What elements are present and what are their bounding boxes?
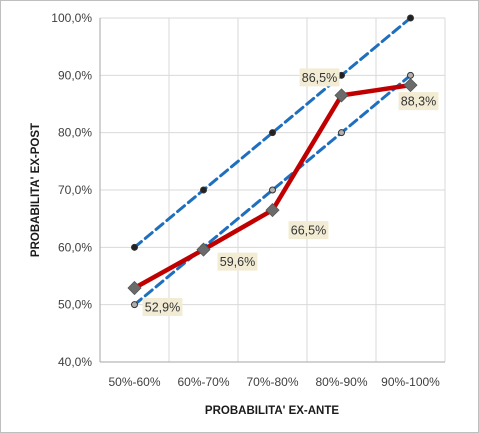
grid [99, 17, 446, 363]
reference-point [131, 243, 138, 251]
data-label-box [217, 252, 258, 271]
main-series-point [265, 203, 280, 218]
y-tick-label: 100,0% [51, 11, 92, 25]
data-label-box [142, 298, 183, 317]
main-series-point [127, 280, 142, 296]
reference-point [338, 129, 345, 137]
reference-line [133, 16, 412, 249]
series [127, 14, 418, 309]
data-label: 59,6% [220, 255, 255, 269]
reference-point [407, 71, 414, 79]
x-tick-label: 80%-90% [315, 375, 367, 389]
x-tick-label: 50%-60% [108, 375, 160, 389]
data-labels: 52,9% 59,6% 66,5% 86,5% 88,3% [142, 68, 439, 317]
reference-point [269, 186, 276, 194]
y-tick-label: 80,0% [58, 126, 92, 140]
y-tick-label: 50,0% [58, 298, 92, 312]
data-label: 86,5% [302, 71, 337, 85]
data-label-box [288, 221, 329, 240]
main-series-point [334, 88, 349, 103]
x-axis-title: PROBABILITA' EX-ANTE [205, 405, 339, 417]
data-label: 66,5% [291, 224, 326, 238]
data-label: 52,9% [145, 301, 180, 315]
reference-line [133, 73, 412, 307]
y-tick-label: 70,0% [58, 183, 92, 197]
data-label-box [398, 92, 439, 111]
main-series-point [403, 78, 418, 93]
x-tick-labels: 50%-60% 60%-70% 70%-80% 80%-90% 90%-100% [108, 375, 440, 389]
y-tick-label: 90,0% [58, 68, 92, 82]
data-label: 88,3% [401, 95, 436, 109]
x-tick-label: 70%-80% [246, 375, 298, 389]
reference-point [200, 186, 207, 194]
y-tick-label: 60,0% [58, 240, 92, 254]
main-series-point [196, 242, 211, 257]
x-tick-label: 60%-70% [177, 375, 229, 389]
y-tick-label: 40,0% [58, 355, 92, 369]
y-axis-title: PROBABILITA' EX-POST [30, 123, 42, 257]
reference-point [131, 301, 138, 309]
y-tick-labels: 40,0% 50,0% 60,0% 70,0% 80,0% 90,0% 100,0% [51, 11, 92, 369]
x-tick-label: 90%-100% [381, 375, 440, 389]
data-label-box [299, 68, 340, 87]
reference-point [269, 129, 276, 137]
reference-point [407, 14, 414, 22]
